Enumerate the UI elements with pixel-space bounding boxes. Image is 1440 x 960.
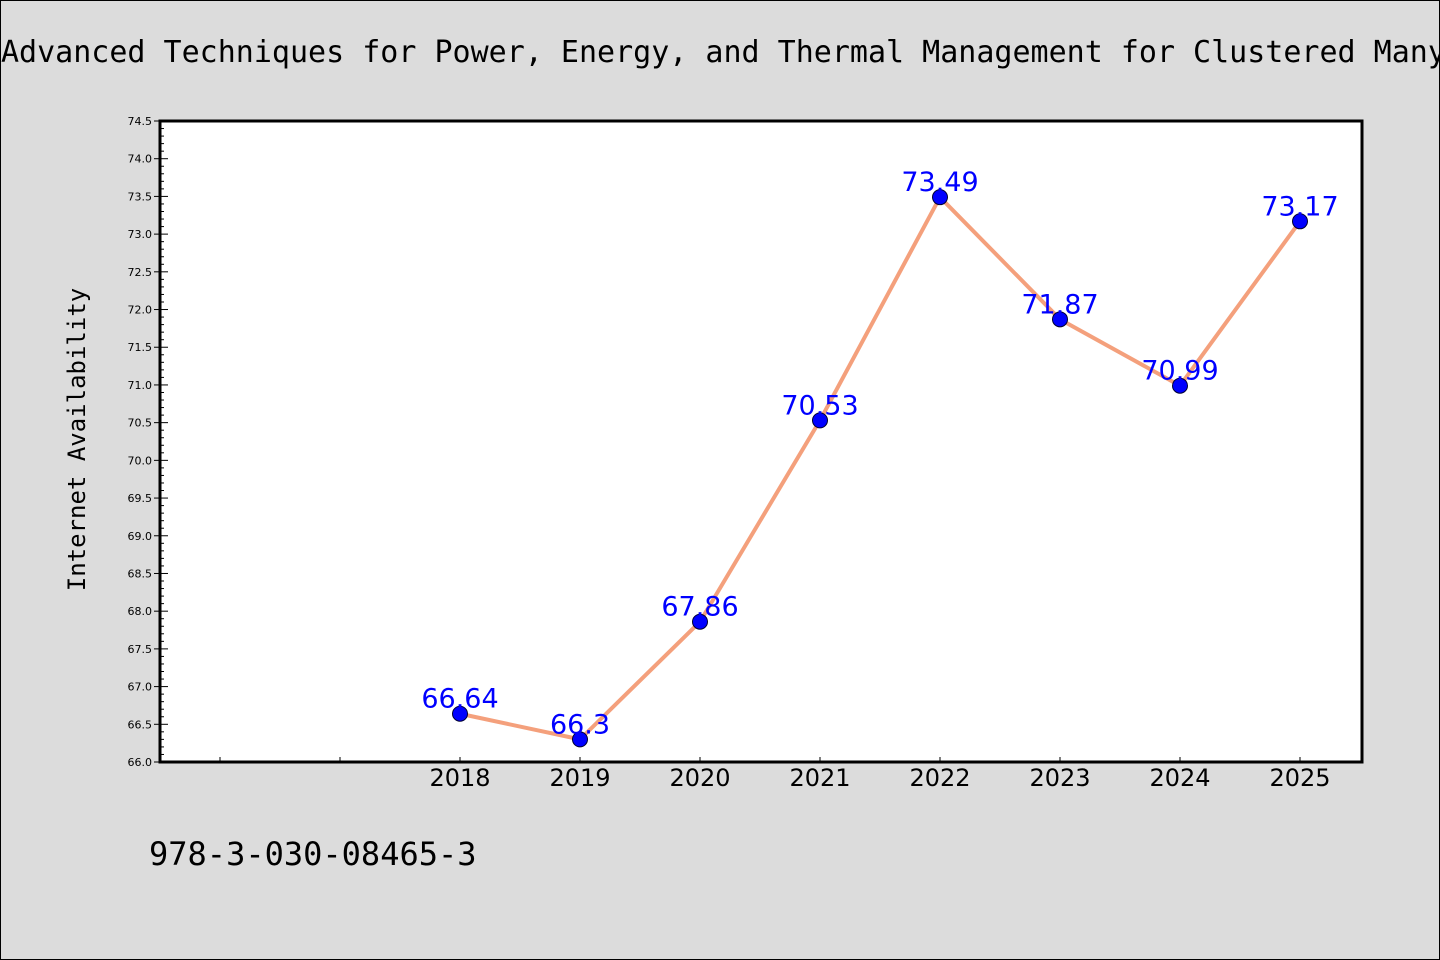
data-point — [452, 705, 468, 722]
x-tick-label: 2021 — [789, 764, 850, 792]
y-tick-label: 73.5 — [128, 190, 153, 203]
series-line — [458, 195, 1302, 742]
plot-frame — [158, 119, 1364, 764]
isbn-label: 978-3-030-08465-3 — [149, 835, 477, 873]
y-tick-label: 67.5 — [128, 643, 153, 656]
y-tick-label: 71.5 — [128, 341, 153, 354]
data-label: 66.3 — [550, 709, 610, 740]
x-tick-label: 2018 — [429, 764, 490, 792]
x-tick-label: 2022 — [909, 764, 970, 792]
y-tick-label: 69.0 — [128, 530, 153, 543]
data-point — [1052, 311, 1068, 328]
data-label: 70.53 — [781, 390, 858, 421]
y-tick-label: 74.5 — [128, 115, 153, 128]
y-tick-label: 70.0 — [128, 454, 153, 467]
data-label: 70.99 — [1141, 356, 1218, 387]
y-tick-label: 69.5 — [128, 492, 153, 505]
data-point — [1172, 377, 1188, 394]
data-label: 66.64 — [421, 684, 498, 715]
y-tick-label: 68.0 — [128, 605, 153, 618]
y-tick-label: 68.5 — [128, 567, 153, 580]
y-tick-label: 73.0 — [128, 228, 153, 241]
x-tick-label: 2023 — [1029, 764, 1090, 792]
y-tick-label: 74.0 — [128, 153, 153, 166]
y-tick-label: 72.5 — [128, 266, 153, 279]
plot-area — [160, 121, 1362, 762]
data-label: 67.86 — [661, 592, 738, 623]
data-point — [812, 412, 828, 429]
y-tick-label: 66.0 — [128, 756, 153, 769]
x-tick-label: 2020 — [669, 764, 730, 792]
data-label: 73.17 — [1261, 191, 1338, 222]
data-point — [692, 613, 708, 630]
y-tick-label: 66.5 — [128, 718, 153, 731]
y-tick-label: 67.0 — [128, 681, 153, 694]
x-tick-label: 2024 — [1149, 764, 1210, 792]
y-tick-label: 71.0 — [128, 379, 153, 392]
data-label: 73.49 — [901, 167, 978, 198]
data-label: 71.87 — [1021, 289, 1098, 320]
y-axis-label: Internet Availability — [63, 288, 91, 591]
y-tick-label: 70.5 — [128, 417, 153, 430]
data-point — [1292, 213, 1308, 230]
data-point — [932, 189, 948, 206]
chart-title: Advanced Techniques for Power, Energy, a… — [1, 35, 1440, 70]
data-point — [572, 731, 588, 748]
x-tick-label: 2025 — [1269, 764, 1330, 792]
x-tick-label: 2019 — [549, 764, 610, 792]
y-tick-label: 72.0 — [128, 304, 153, 317]
